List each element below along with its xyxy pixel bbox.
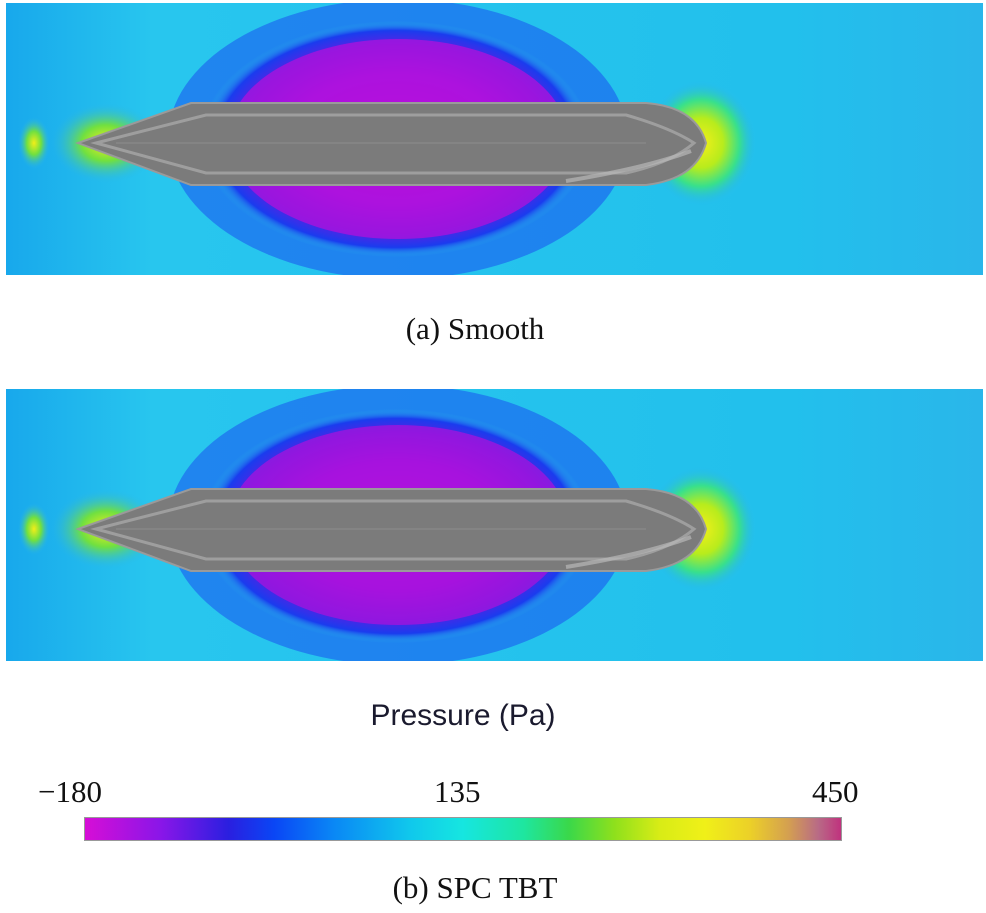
wake-spot — [18, 117, 50, 169]
pressure-field-a — [6, 3, 983, 275]
pressure-contour-smooth — [6, 3, 983, 275]
caption-b: (b) SPC TBT — [392, 870, 558, 905]
colorbar-min-label: −180 — [38, 774, 102, 809]
colorbar-max-label: 450 — [812, 774, 859, 809]
pressure-contour-spc-tbt — [6, 389, 983, 661]
colorbar-title: Pressure (Pa) — [370, 699, 556, 732]
caption-a: (a) Smooth — [405, 311, 545, 346]
pressure-field-b — [6, 389, 983, 661]
wake-spot — [18, 503, 50, 555]
colorbar — [84, 817, 842, 841]
colorbar-mid-label: 135 — [434, 774, 481, 809]
